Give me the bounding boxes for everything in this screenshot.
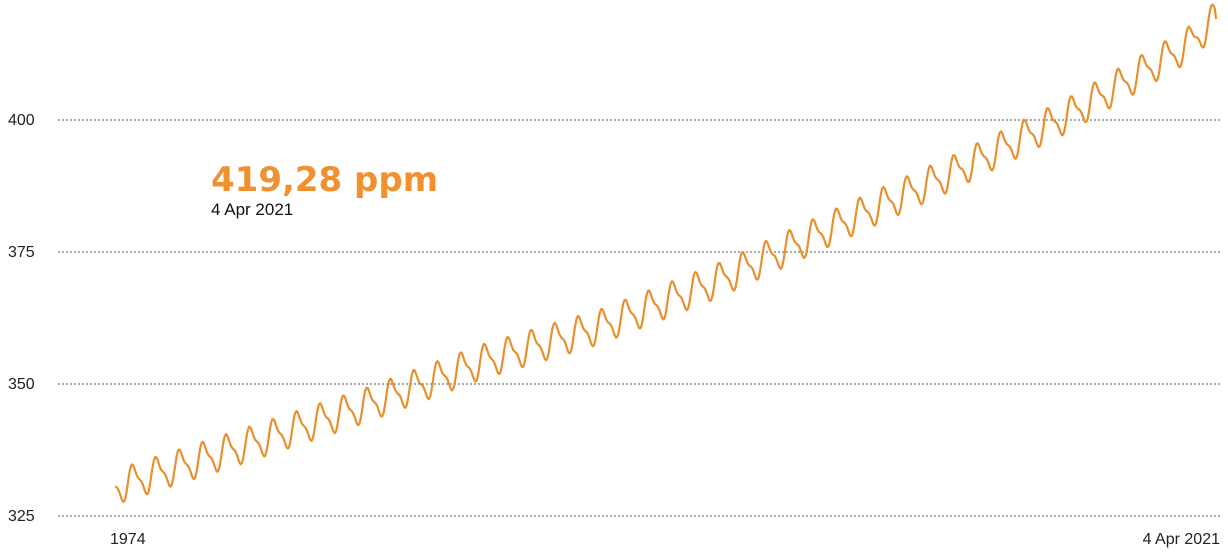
latest-date: 4 Apr 2021	[211, 200, 294, 219]
y-tick-375: 375	[8, 244, 35, 261]
co2-series-line	[114, 3, 1218, 503]
y-tick-350: 350	[8, 376, 35, 393]
x-tick-start: 1974	[110, 531, 146, 548]
latest-value: 419,28 ppm	[211, 160, 439, 200]
series-group	[114, 3, 1218, 503]
x-tick-labels: 1974 4 Apr 2021	[110, 531, 1220, 548]
y-gridlines	[58, 119, 1220, 517]
latest-value-callout: 419,28 ppm 4 Apr 2021	[211, 160, 438, 220]
x-tick-end: 4 Apr 2021	[1143, 531, 1221, 548]
y-tick-labels: 325 350 375 400	[8, 112, 35, 525]
y-tick-325: 325	[8, 508, 35, 525]
y-tick-400: 400	[8, 112, 35, 129]
